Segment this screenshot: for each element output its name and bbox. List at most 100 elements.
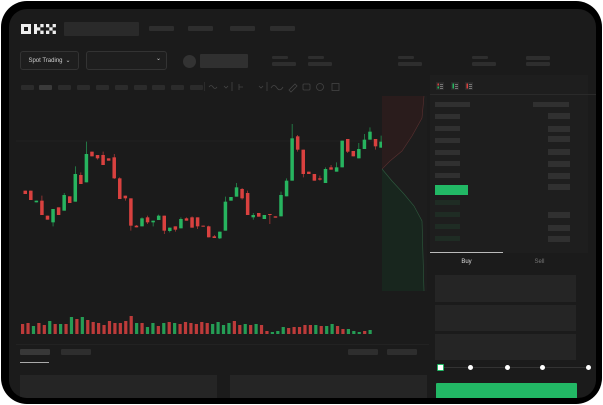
- search-bar[interactable]: [64, 22, 139, 36]
- timeframe-button[interactable]: [77, 85, 90, 90]
- slider-point[interactable]: [504, 365, 510, 370]
- candle: [118, 177, 122, 199]
- candle-body: [351, 151, 356, 157]
- candle: [251, 213, 255, 220]
- candle: [145, 215, 150, 224]
- volume-bar: [276, 331, 280, 334]
- candle: [23, 190, 27, 194]
- candle: [323, 167, 328, 183]
- bid-price: [435, 200, 460, 205]
- candle: [73, 166, 78, 202]
- candle-body: [62, 195, 66, 211]
- timeframe-button[interactable]: [134, 85, 147, 90]
- volume-bar: [357, 332, 361, 334]
- tab-order-history[interactable]: [61, 349, 91, 355]
- candle: [84, 141, 89, 183]
- slider-point[interactable]: [539, 365, 545, 370]
- positions-panel: [230, 375, 427, 398]
- nav-item[interactable]: [149, 26, 174, 31]
- volume-bar: [200, 322, 204, 334]
- nav-item[interactable]: [230, 26, 255, 31]
- candle-body: [40, 200, 44, 215]
- candle: [357, 143, 361, 159]
- ask-price: [435, 173, 460, 178]
- buy-button[interactable]: [436, 383, 577, 398]
- slider-point[interactable]: [585, 365, 591, 370]
- market-select[interactable]: Spot Trading ⌄: [20, 51, 79, 70]
- nav-item[interactable]: [188, 26, 213, 31]
- orderbook-header-price: [435, 102, 470, 107]
- volume-bar: [335, 326, 340, 334]
- timeframe-button[interactable]: [152, 85, 165, 90]
- filter-button[interactable]: [348, 349, 378, 355]
- volume-bar: [42, 325, 46, 334]
- volume-bar: [330, 324, 334, 334]
- timeframe-button[interactable]: [171, 85, 184, 90]
- volume-bar: [124, 321, 128, 334]
- slider-point[interactable]: [437, 364, 444, 371]
- timeframe-button[interactable]: [96, 85, 109, 90]
- nav-item[interactable]: [270, 26, 295, 31]
- candle-body: [45, 215, 50, 220]
- candle-body: [279, 195, 283, 217]
- tab-open-orders[interactable]: [20, 349, 50, 355]
- chevron-down-icon: ⌄: [155, 56, 161, 62]
- volume-bar: [167, 322, 171, 334]
- tab-buy[interactable]: Buy: [461, 259, 472, 265]
- candle-body: [373, 139, 378, 147]
- timeframe-button[interactable]: [115, 85, 128, 90]
- timeframe-button[interactable]: [39, 85, 52, 90]
- candle: [162, 215, 166, 234]
- volume-bar: [363, 331, 367, 334]
- candle: [179, 217, 183, 229]
- candle: [273, 216, 278, 218]
- filter-button[interactable]: [387, 349, 417, 355]
- fullscreen-icon: [331, 83, 340, 91]
- candle: [151, 220, 155, 227]
- volume-bar: [86, 320, 90, 334]
- amount-value: [548, 173, 570, 179]
- tab-sell[interactable]: Sell: [534, 259, 545, 265]
- total-input[interactable]: [435, 334, 576, 360]
- amount-slider[interactable]: [437, 363, 591, 373]
- amount-value: [548, 113, 570, 119]
- candle: [229, 197, 233, 201]
- volume-bar: [221, 325, 226, 334]
- candle: [295, 135, 300, 152]
- candle: [56, 207, 61, 215]
- candle-body: [23, 190, 27, 194]
- timeframe-button[interactable]: [21, 85, 34, 90]
- candle: [206, 225, 211, 238]
- candle-body: [134, 225, 139, 228]
- candle-body: [29, 190, 33, 200]
- orderbook-bids-icon: [451, 82, 459, 90]
- amount-input[interactable]: [435, 305, 576, 331]
- stat-label: [272, 56, 288, 59]
- timeframe-button[interactable]: [58, 85, 71, 90]
- candle-body: [84, 154, 89, 183]
- stat-value: [272, 62, 296, 66]
- volume-bar: [265, 331, 269, 334]
- candle-body: [257, 213, 261, 217]
- timeframe-button[interactable]: [190, 85, 203, 90]
- volume-bar: [135, 323, 139, 334]
- candle: [123, 195, 128, 201]
- volume-bar: [297, 327, 302, 334]
- volume-bar: [211, 324, 215, 334]
- orderbook-view-icons[interactable]: [436, 82, 486, 94]
- pair-select[interactable]: ⌄: [86, 51, 167, 70]
- volume-bar: [156, 326, 160, 334]
- coin-avatar: [183, 55, 196, 68]
- candle: [173, 226, 178, 232]
- last-price: [435, 185, 468, 195]
- candle-body: [95, 155, 100, 159]
- volume-bar: [232, 321, 236, 334]
- candlestick-chart[interactable]: [9, 96, 382, 341]
- candle: [45, 215, 50, 220]
- slider-point[interactable]: [467, 365, 473, 370]
- volume-bar: [31, 326, 36, 334]
- price-input[interactable]: [435, 275, 576, 302]
- candle: [34, 200, 39, 203]
- candle-body: [295, 136, 300, 150]
- candle-body: [190, 217, 194, 228]
